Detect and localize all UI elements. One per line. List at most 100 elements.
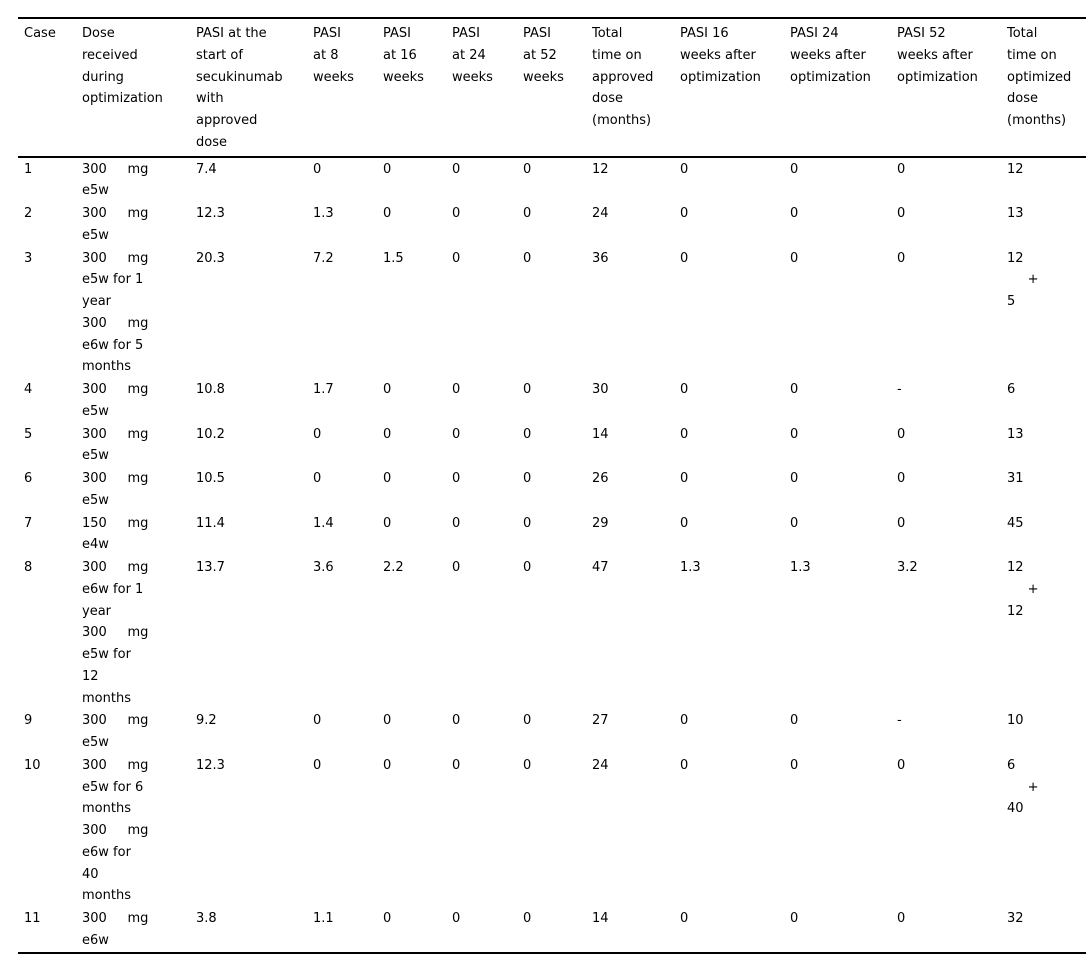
- column-header-pasi_start: PASI at the start of secukinumab with approv…: [190, 18, 307, 158]
- cell-line: 300 mg: [82, 250, 149, 266]
- cell-line: 300 mg: [82, 560, 149, 575]
- cell-total_optimized: 32: [1001, 907, 1086, 953]
- cell-value: 4: [24, 382, 33, 397]
- cell-total_approved: 14: [586, 423, 674, 468]
- cell-line: e5w for: [82, 647, 131, 662]
- cell-value: 0: [523, 713, 532, 729]
- cell-value: 32: [1007, 911, 1024, 926]
- cell-dose: 300 mg e5w: [76, 467, 190, 512]
- cell-value: 3.6: [313, 560, 334, 575]
- cell-line: e5w for 6: [82, 779, 144, 795]
- column-header-line: PASI: [452, 26, 480, 41]
- cell-value: 12: [1007, 161, 1024, 177]
- cell-case: 6: [18, 467, 76, 512]
- cell-value: 31: [1007, 471, 1024, 486]
- cell-value: 0: [680, 515, 689, 531]
- cell-total_optimized: 10: [1001, 709, 1086, 754]
- cell-total_approved: 27: [586, 709, 674, 754]
- cell-value: 0: [897, 161, 906, 177]
- column-header-line: PASI 52: [897, 26, 946, 41]
- cell-value: 0: [383, 911, 392, 926]
- cell-case: 4: [18, 378, 76, 423]
- cell-line: e6w: [82, 932, 109, 948]
- cell-value: 0: [680, 911, 689, 926]
- cell-pasi_24_after: 0: [784, 247, 891, 379]
- cell-pasi_w8: 0: [307, 423, 377, 468]
- cell-pasi_24_after: 0: [784, 467, 891, 512]
- cell-value: 14: [592, 426, 609, 442]
- cell-value: 0: [680, 250, 689, 266]
- cell-value: 0: [452, 757, 461, 773]
- cell-value: 0: [897, 911, 906, 926]
- column-header-pasi_24_after: PASI 24 weeks after optimization: [784, 18, 891, 158]
- cell-value: 1.3: [790, 560, 811, 575]
- cell-line: 12: [1007, 603, 1024, 619]
- cell-pasi_w8: 1.4: [307, 512, 377, 557]
- cell-pasi_w16: 0: [377, 754, 446, 907]
- cell-total_optimized: 6 +40: [1001, 754, 1086, 907]
- cell-total_optimized: 13: [1001, 202, 1086, 247]
- cell-value: 0: [383, 515, 392, 531]
- cell-value: 10.2: [196, 426, 225, 442]
- cell-dose: 300 mg e5w: [76, 709, 190, 754]
- cell-pasi_w24: 0: [446, 247, 517, 379]
- column-header-line: PASI: [313, 26, 341, 41]
- cell-case: 2: [18, 202, 76, 247]
- column-header-line: weeks: [383, 69, 424, 85]
- cell-value: 0: [790, 911, 799, 926]
- cell-pasi_16_after: 0: [674, 202, 784, 247]
- cell-line: 6: [1007, 757, 1016, 773]
- cell-pasi_w52: 0: [517, 556, 586, 709]
- cell-pasi_w24: 0: [446, 907, 517, 953]
- cell-value: 0: [383, 206, 392, 221]
- cell-value: 0: [790, 757, 799, 773]
- cell-total_approved: 24: [586, 202, 674, 247]
- cell-total_optimized: 45: [1001, 512, 1086, 557]
- column-header-line: during: [82, 69, 124, 85]
- cell-line: e6w for 1: [82, 581, 144, 597]
- table-row: 1 300 mg e5w 7.4 0 0 0 0 12 0 0 0 12: [18, 157, 1086, 203]
- column-header-line: received: [82, 47, 138, 63]
- cell-value: 0: [313, 471, 322, 486]
- cell-line: e5w: [82, 735, 109, 750]
- column-header-line: dose: [1007, 91, 1038, 107]
- cell-pasi_24_after: 0: [784, 754, 891, 907]
- cell-dose: 300 mg e5w: [76, 423, 190, 468]
- cell-value: 0: [313, 757, 322, 773]
- table-row: 5 300 mg e5w 10.2 0 0 0 0 14 0 0 0 13: [18, 423, 1086, 468]
- cell-line: 12: [82, 668, 99, 684]
- table-row: 3 300 mg e5w for 1 year 300 mg e6w for 5 month…: [18, 247, 1086, 379]
- cell-pasi_start: 3.8: [190, 907, 307, 953]
- cell-pasi_16_after: 0: [674, 378, 784, 423]
- cell-pasi_w52: 0: [517, 907, 586, 953]
- column-header-total_approved: Total time on approved dose (months): [586, 18, 674, 158]
- cell-value: 0: [313, 161, 322, 177]
- cell-value: 0: [313, 426, 322, 442]
- column-header-line: at 24: [452, 47, 486, 63]
- cell-pasi_w24: 0: [446, 423, 517, 468]
- column-header-line: weeks after: [897, 47, 973, 63]
- cell-value: 13: [1007, 206, 1024, 221]
- cell-value: 27: [592, 713, 609, 729]
- cell-value: 0: [383, 161, 392, 177]
- cell-value: 1.5: [383, 250, 404, 266]
- cell-case: 1: [18, 157, 76, 203]
- cell-value: 7: [24, 515, 33, 531]
- cell-value: 0: [452, 911, 461, 926]
- cell-case: 7: [18, 512, 76, 557]
- cell-pasi_w24: 0: [446, 378, 517, 423]
- cell-dose: 300 mg e5w for 6 months 300 mg e6w for 40 mont…: [76, 754, 190, 907]
- table-body: 1 300 mg e5w 7.4 0 0 0 0 12 0 0 0 12 2 300 mg e5w 12.3 1.…: [18, 157, 1086, 953]
- column-header-line: optimization: [680, 69, 761, 85]
- cell-value: 1.7: [313, 382, 334, 397]
- column-header-line: weeks: [452, 69, 493, 85]
- table-row: 6 300 mg e5w 10.5 0 0 0 0 26 0 0 0 31: [18, 467, 1086, 512]
- cell-dose: 300 mg e6w for 1 year 300 mg e5w for 12 months: [76, 556, 190, 709]
- cell-pasi_w52: 0: [517, 512, 586, 557]
- cell-value: 0: [897, 471, 906, 486]
- cell-value: 0: [523, 471, 532, 486]
- cell-value: 0: [790, 382, 799, 397]
- cell-value: 0: [680, 426, 689, 442]
- column-header-line: optimization: [790, 69, 871, 85]
- column-header-case: Case: [18, 18, 76, 158]
